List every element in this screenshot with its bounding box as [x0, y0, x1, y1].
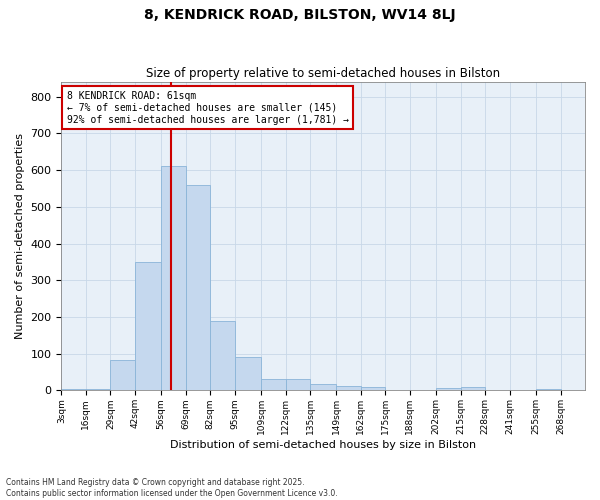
Bar	[235, 358, 261, 390]
Bar	[286, 380, 310, 390]
Bar	[361, 388, 385, 390]
Bar	[186, 185, 210, 390]
Y-axis label: Number of semi-detached properties: Number of semi-detached properties	[15, 133, 25, 339]
X-axis label: Distribution of semi-detached houses by size in Bilston: Distribution of semi-detached houses by …	[170, 440, 476, 450]
Bar	[161, 166, 186, 390]
Text: Contains HM Land Registry data © Crown copyright and database right 2025.
Contai: Contains HM Land Registry data © Crown c…	[6, 478, 338, 498]
Bar	[337, 386, 361, 390]
Bar	[261, 380, 286, 390]
Bar	[210, 320, 235, 390]
Text: 8 KENDRICK ROAD: 61sqm
← 7% of semi-detached houses are smaller (145)
92% of sem: 8 KENDRICK ROAD: 61sqm ← 7% of semi-deta…	[67, 92, 349, 124]
Bar	[135, 262, 161, 390]
Title: Size of property relative to semi-detached houses in Bilston: Size of property relative to semi-detach…	[146, 66, 500, 80]
Bar	[310, 384, 337, 390]
Text: 8, KENDRICK ROAD, BILSTON, WV14 8LJ: 8, KENDRICK ROAD, BILSTON, WV14 8LJ	[144, 8, 456, 22]
Bar	[436, 388, 461, 390]
Bar	[110, 360, 135, 390]
Bar	[461, 388, 485, 390]
Bar	[86, 388, 110, 390]
